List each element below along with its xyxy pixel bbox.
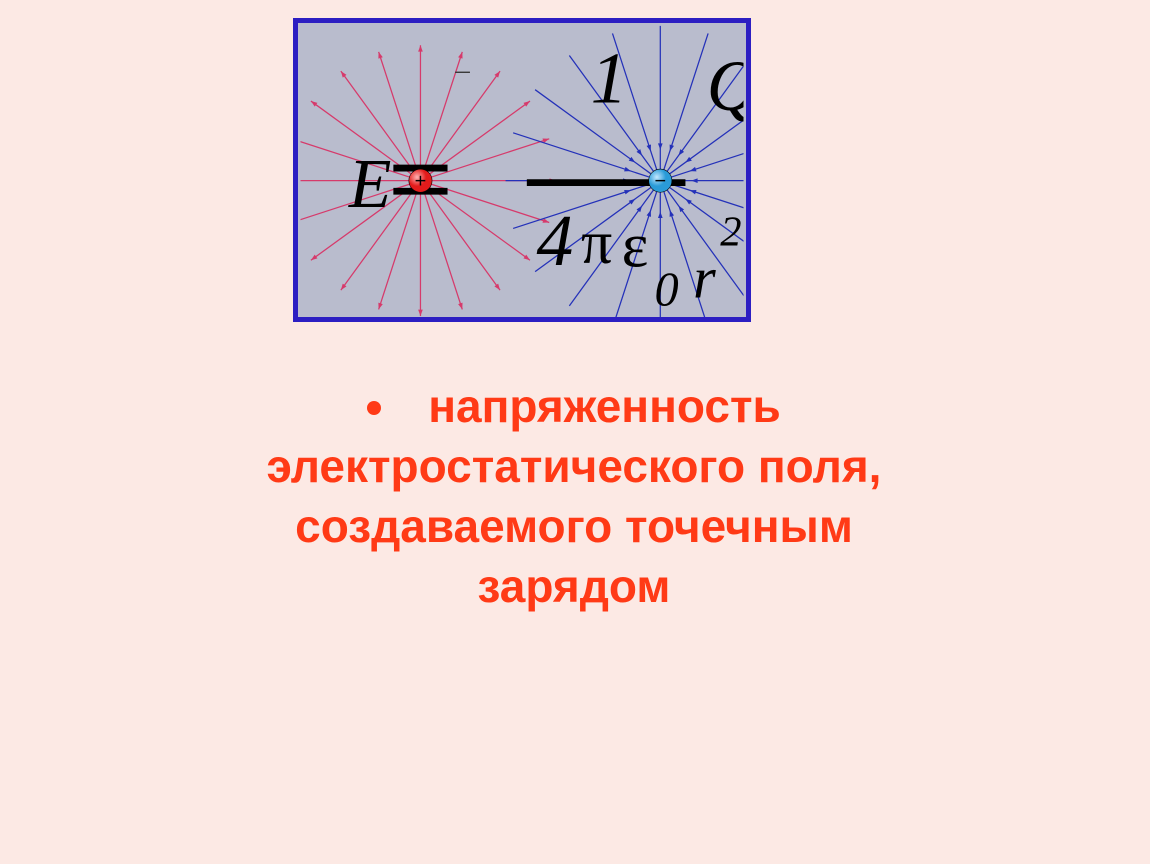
label-r-exp: 2 [720,208,741,255]
numerator-1: 1 [591,37,628,118]
label-E: E [348,146,392,223]
denominator-epsilon: ε [622,210,649,281]
label-r: r [693,246,716,311]
denominator-pi: π [581,209,612,277]
denominator-epsilon-sub: 0 [654,263,678,316]
field-formula-diagram: E 1 4πε0 Qr2 – [293,18,751,322]
stray-minus: – [454,54,470,86]
slide: E 1 4πε0 Qr2 – напряженностьэлектростатическ… [0,0,1150,864]
label-Q: Q [707,47,746,126]
denominator-4: 4 [537,200,574,281]
diagram-svg: E 1 4πε0 Qr2 – [298,23,746,317]
caption-text: напряженностьэлектростатического поля,со… [74,376,1074,616]
caption-bullet-item: напряженностьэлектростатического поля,со… [74,376,1074,616]
